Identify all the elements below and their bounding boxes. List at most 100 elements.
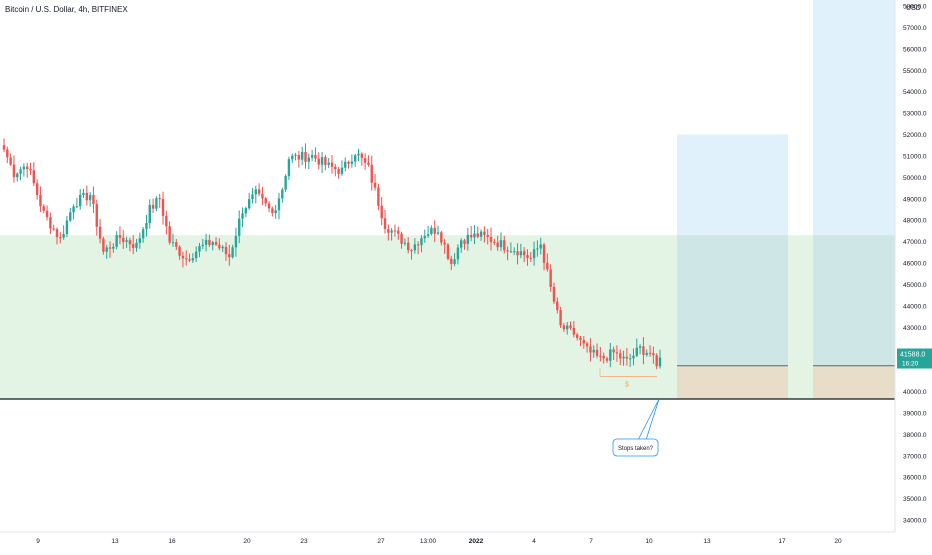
candle [377,183,380,211]
price-axis[interactable]: 34000.0 35000.0 36000.0 37000.0 38000.0 39000… [894,0,932,532]
zones-layer [0,0,895,399]
candle-body [138,238,142,243]
price-tick-label: 36000.0 [903,475,927,482]
candle-body [473,233,476,238]
candle-body [397,230,400,234]
candle-body [251,194,254,200]
candle-body [350,161,354,164]
candle [645,349,648,357]
candle [612,346,615,361]
candle-body [529,257,532,259]
candle [476,226,479,239]
candle-body [122,237,125,242]
price-tick-label: 54000.0 [903,89,927,96]
candle-body [112,246,115,249]
candle [281,187,284,203]
candle-body [29,168,32,171]
candle-body [440,232,443,243]
candle [443,238,446,254]
candle [532,241,536,266]
candle-body [632,355,635,359]
candle [158,193,161,208]
candle [559,306,562,328]
price-tick-label: 45000.0 [903,282,927,289]
candle-body [595,349,599,356]
candle-body [347,161,350,164]
candle [92,186,95,214]
candle [132,235,135,255]
candle [367,155,370,167]
candle-body [228,254,231,258]
candle-body [79,194,82,207]
candle [284,174,287,193]
candle [609,343,612,368]
candle [426,226,430,238]
time-tick-label: 4 [532,538,536,545]
candle [466,227,470,251]
candle-body [410,250,413,252]
candle [191,253,195,263]
candle [469,225,473,242]
candle-body [45,210,49,218]
candle [416,241,420,255]
candle [489,227,493,251]
candle [529,252,532,262]
candle-body [320,157,324,165]
candle-body [443,242,446,245]
candle-body [277,198,281,211]
candle-body [191,258,195,261]
candle-body [426,234,430,236]
candle-body [231,247,234,258]
candle [493,238,496,246]
candle-body [532,249,536,259]
candle-body [460,240,463,248]
candle-body [141,229,145,239]
candle [39,186,42,213]
candle-body [360,153,364,159]
candle-body [572,327,576,335]
candle [522,247,526,263]
price-tick-label: 58000.0 [903,4,927,11]
candle-body [171,242,175,244]
candle [188,253,191,263]
candle [251,187,254,204]
candle [108,241,112,258]
candle [460,238,463,253]
candle-body [25,166,29,169]
candle [390,227,393,241]
time-axis[interactable]: 9 13 16 20 23 27 13:00 2022 4 7 10 13 17 20 [0,531,895,545]
price-tick-label: 51000.0 [903,153,927,160]
candle-body [383,218,387,229]
candle-body [655,355,658,367]
candle-body [208,239,211,246]
candle-body [599,355,602,357]
candle-body [224,246,228,255]
candle [274,204,277,219]
candle [499,232,503,252]
candle-body [496,242,499,248]
time-tick-label: 23 [300,538,308,545]
candle-body [327,162,330,165]
candle-body [271,208,274,214]
callout-pointer-2 [645,398,660,441]
candle [198,242,201,258]
price-tick-label: 34000.0 [903,518,927,525]
candle-body [479,231,483,237]
candle-body [155,198,158,209]
candle-body [281,189,284,199]
candle [552,282,556,305]
currency-label: USD [906,5,921,12]
candle [483,226,486,243]
candle [19,166,22,181]
candle [403,238,407,246]
candle-body [274,210,277,214]
time-tick-label: 2022 [469,538,484,545]
candle [542,242,546,271]
candle [413,238,417,254]
candle [632,348,635,366]
candle-body [118,235,122,238]
candles-layer [2,138,662,370]
candle-body [151,204,155,209]
